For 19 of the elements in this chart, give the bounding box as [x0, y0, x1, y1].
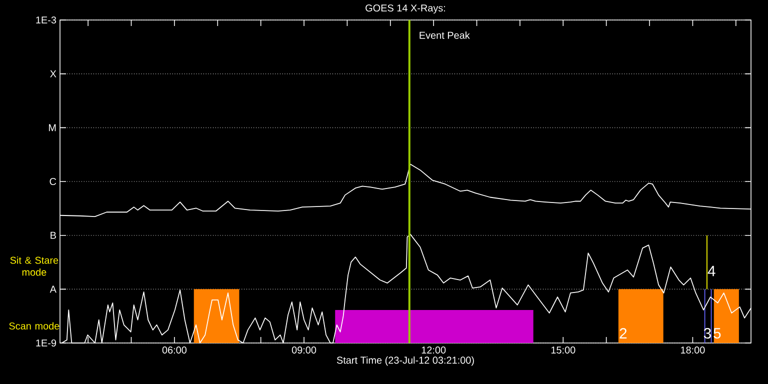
x-axis-title: Start Time (23-Jul-12 03:21:00): [336, 356, 474, 366]
text: Scan mode: [9, 322, 60, 330]
y-tick-label: A: [50, 286, 56, 293]
x-tick-label: 12:00: [422, 346, 446, 354]
y-tick-label: 1E-3: [36, 16, 56, 24]
x-tick-label: 06:00: [162, 346, 187, 354]
y-tick-label: M: [48, 124, 56, 132]
chart-title: GOES 14 X-Rays:: [366, 4, 446, 14]
annotation: 2: [620, 328, 627, 339]
x-tick-label: 09:00: [292, 346, 316, 354]
ref-line-label: Event Peak: [420, 32, 470, 39]
y-tick-label: 1E-9: [36, 339, 56, 347]
y-tick-label: B: [50, 232, 56, 239]
text: Sit & Stare mode: [10, 256, 58, 276]
y-tick-label: X: [50, 70, 56, 78]
x-tick-label: 15:00: [551, 346, 576, 354]
annotation: 4: [708, 266, 716, 276]
x-tick-label: 18:00: [681, 346, 705, 354]
y-tick-label: C: [50, 178, 56, 186]
